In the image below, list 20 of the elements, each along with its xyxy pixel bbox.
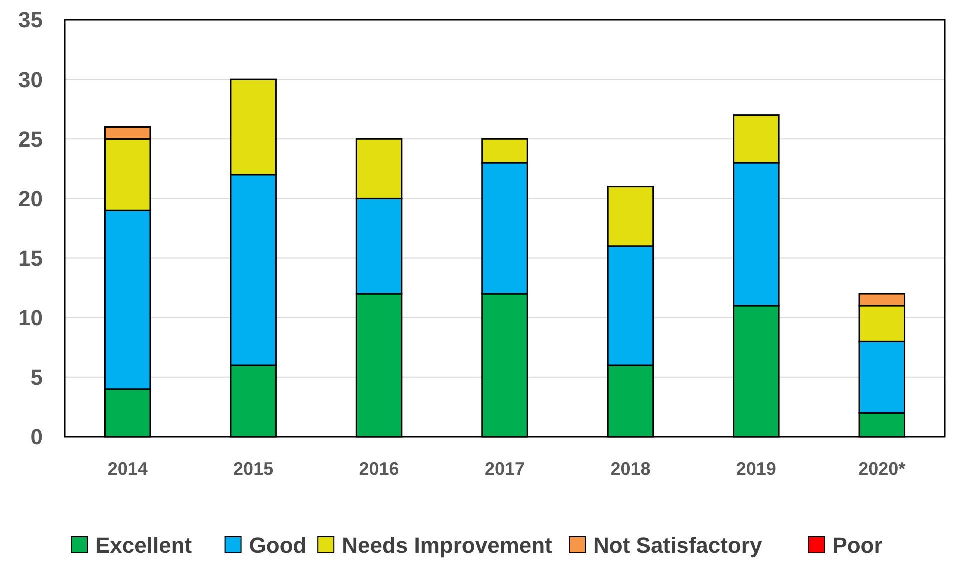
y-tick-label: 0 [30,424,43,450]
legend-label: Good [249,533,307,558]
y-tick-label: 15 [18,246,43,271]
y-tick-label: 5 [30,365,43,390]
y-tick-label: 35 [18,8,43,33]
x-tick-label: 2019 [736,459,776,479]
x-tick-label: 2015 [234,459,274,479]
x-tick-label: 2017 [484,459,526,479]
y-tick-label: 30 [18,67,43,92]
x-tick-label: 2020* [858,459,906,479]
legend-label: Not Satisfactory [594,533,763,558]
legend-label: Needs Improvement [342,533,554,558]
legend-label: Excellent [96,533,193,558]
x-tick-label: 2014 [108,459,148,479]
y-tick-label: 10 [18,306,43,331]
legend-label: Poor [832,533,884,558]
x-tick-label: 2018 [610,459,651,479]
y-tick-label: 20 [18,186,43,212]
y-tick-label: 25 [18,126,43,152]
x-tick-label: 2016 [359,459,400,479]
